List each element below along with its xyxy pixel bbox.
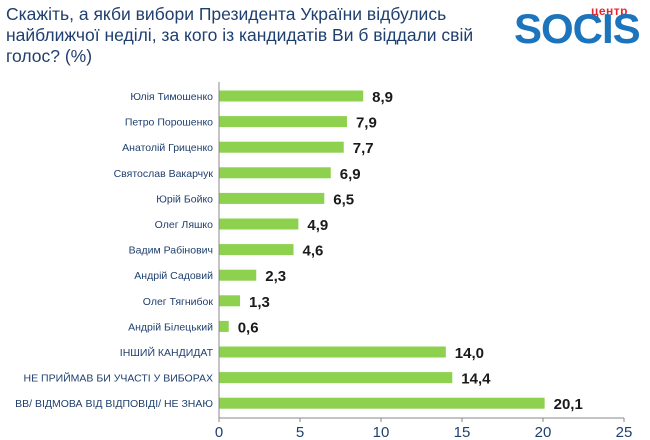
bar	[219, 192, 325, 204]
bar	[219, 244, 294, 256]
category-label: Юлія Тимошенко	[130, 91, 213, 103]
data-label: 14,4	[461, 371, 491, 388]
category-label: Анатолій Гриценко	[122, 142, 213, 154]
data-label: 8,9	[372, 89, 393, 106]
x-tick-label: 25	[616, 424, 633, 440]
category-label: Вадим Рабінович	[129, 245, 213, 257]
category-label: НЕ ПРИЙМАВ БИ УЧАСТІ У ВИБОРАХ	[24, 372, 213, 385]
data-label: 2,3	[265, 268, 286, 285]
data-label: 7,9	[356, 115, 377, 132]
data-label: 4,6	[303, 243, 324, 260]
category-label: Юрій Бойко	[156, 193, 213, 205]
category-label: Андрій Білецький	[128, 321, 213, 333]
bar	[219, 218, 299, 230]
x-tick-label: 10	[373, 424, 390, 440]
socis-logo: центр SOCIS	[510, 2, 646, 52]
logo-main-text: SOCIS	[514, 5, 641, 52]
data-label: 1,3	[249, 294, 270, 311]
x-tick-label: 0	[215, 424, 223, 440]
x-tick-label: 20	[535, 424, 552, 440]
bar	[219, 320, 229, 332]
bar	[219, 141, 344, 153]
bar	[219, 116, 347, 128]
category-label: Святослав Вакарчук	[114, 168, 214, 180]
bar	[219, 295, 241, 307]
data-label: 4,9	[307, 217, 328, 234]
x-tick-label: 15	[454, 424, 471, 440]
category-label: Петро Порошенко	[125, 117, 213, 129]
category-label: ВВ/ ВІДМОВА ВІД ВІДПОВІДІ/ НЕ ЗНАЮ	[15, 398, 213, 410]
bar	[219, 269, 257, 281]
category-label: ІНШИЙ КАНДИДАТ	[120, 346, 214, 359]
x-tick-label: 5	[296, 424, 304, 440]
bar	[219, 90, 364, 102]
bar	[219, 167, 331, 179]
data-label: 0,6	[238, 319, 259, 336]
data-label: 6,5	[333, 191, 354, 208]
data-label: 7,7	[353, 140, 374, 157]
category-label: Олег Тягнибок	[143, 296, 214, 308]
bar	[219, 397, 545, 409]
logo-small-text: центр	[590, 4, 628, 18]
bar	[219, 372, 453, 384]
category-label: Андрій Садовий	[134, 270, 213, 282]
bar	[219, 346, 446, 358]
data-label: 6,9	[340, 166, 361, 183]
chart-title: Скажіть, а якби вибори Президента Україн…	[6, 4, 474, 66]
category-label: Олег Ляшко	[155, 219, 213, 231]
data-label: 14,0	[455, 345, 484, 362]
data-label: 20,1	[554, 396, 583, 413]
